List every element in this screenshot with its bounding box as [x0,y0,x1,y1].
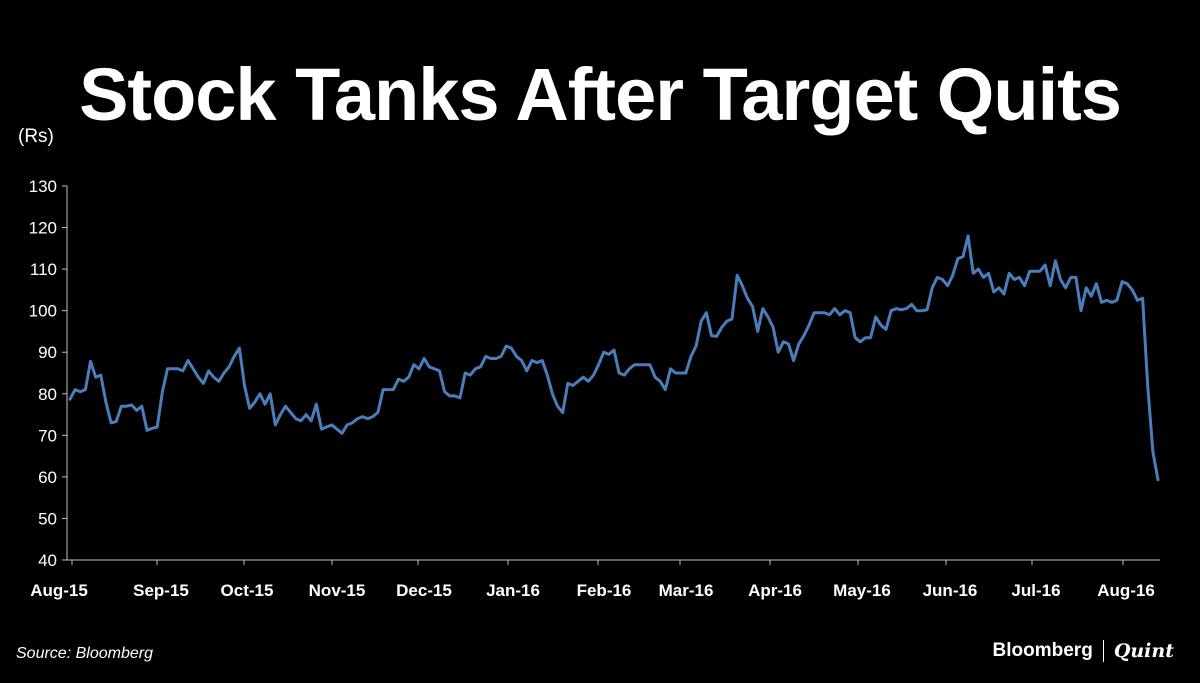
x-tick-label: Dec-15 [396,581,452,600]
chart-title: Stock Tanks After Target Quits [79,53,1122,136]
y-axis-unit-label: (Rs) [18,126,54,147]
y-tick-label: 80 [38,385,57,404]
x-tick-label: Aug-15 [30,581,88,600]
y-tick-label: 60 [38,468,57,487]
x-tick-label: Sep-15 [133,581,189,600]
y-tick-labels: 40 50 60 70 80 90 100 110 120 130 [29,177,57,570]
x-tick-label: Jul-16 [1011,581,1060,600]
y-tick-label: 50 [38,509,57,528]
x-tick-label: Aug-16 [1097,581,1155,600]
y-tick-label: 130 [29,177,57,196]
chart-axes [62,185,1160,565]
source-note: Source: Bloomberg [16,645,153,662]
brand-separator [1102,640,1104,662]
x-tick-label: Nov-15 [309,581,366,600]
brand-logo: Bloomberg Quint [993,640,1174,662]
y-tick-label: 100 [29,302,57,321]
brand-quint: Quint [1113,640,1174,662]
y-tick-label: 40 [38,551,57,570]
y-tick-label: 110 [30,260,57,279]
x-tick-label: Feb-16 [577,581,632,600]
y-tick-label: 90 [38,343,57,362]
x-tick-label: Oct-15 [221,581,274,600]
y-tick-label: 70 [38,426,57,445]
x-tick-label: Mar-16 [659,581,714,600]
x-tick-labels: Aug-15 Sep-15 Oct-15 Nov-15 Dec-15 Jan-16 Feb-… [30,581,1155,600]
price-series-line [68,234,1160,482]
y-tick-label: 120 [29,219,57,238]
x-tick-label: Apr-16 [748,581,802,600]
x-tick-label: Jun-16 [923,581,978,600]
brand-bloomberg: Bloomberg [992,640,1093,661]
x-tick-label: Jan-16 [486,581,540,600]
x-tick-label: May-16 [833,581,891,600]
